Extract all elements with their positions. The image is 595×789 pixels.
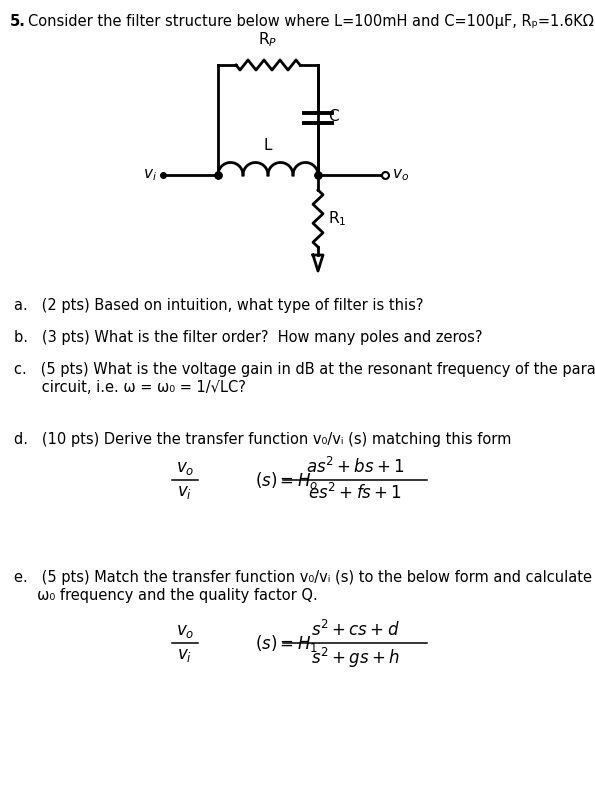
Text: e.   (5 pts) Match the transfer function v₀/vᵢ (s) to the below form and calcula: e. (5 pts) Match the transfer function v…	[14, 570, 595, 585]
Text: C: C	[328, 109, 339, 124]
Text: circuit, i.e. ω = ω₀ = 1/√LC?: circuit, i.e. ω = ω₀ = 1/√LC?	[14, 380, 246, 395]
Text: d.   (10 pts) Derive the transfer function v₀/vᵢ (s) matching this form: d. (10 pts) Derive the transfer function…	[14, 432, 511, 447]
Text: $v_o$: $v_o$	[392, 167, 409, 183]
Text: $v_o$: $v_o$	[176, 459, 194, 477]
Text: $s^2 + cs + d$: $s^2 + cs + d$	[311, 620, 399, 640]
Text: $es^2 + fs + 1$: $es^2 + fs + 1$	[308, 483, 402, 503]
Text: $v_o$: $v_o$	[176, 622, 194, 640]
Text: $as^2 + bs + 1$: $as^2 + bs + 1$	[306, 457, 405, 477]
Text: c.   (5 pts) What is the voltage gain in dB at the resonant frequency of the par: c. (5 pts) What is the voltage gain in d…	[14, 362, 595, 377]
Text: R$_P$: R$_P$	[258, 30, 278, 49]
Text: b.   (3 pts) What is the filter order?  How many poles and zeros?: b. (3 pts) What is the filter order? How…	[14, 330, 483, 345]
Text: 5.: 5.	[10, 14, 26, 29]
Text: $(s) = H_o$: $(s) = H_o$	[255, 469, 318, 491]
Text: a.   (2 pts) Based on intuition, what type of filter is this?: a. (2 pts) Based on intuition, what type…	[14, 298, 424, 313]
Text: $(s) = H_1$: $(s) = H_1$	[255, 633, 318, 653]
Text: Consider the filter structure below where L=100mH and C=100μF, Rₚ=1.6KΩ, and R₁=: Consider the filter structure below wher…	[28, 14, 595, 29]
Text: R$_1$: R$_1$	[328, 209, 346, 228]
Text: L: L	[264, 138, 273, 153]
Text: $v_i$: $v_i$	[177, 483, 193, 501]
Text: $s^2 + gs + h$: $s^2 + gs + h$	[311, 646, 399, 670]
Text: $v_i$: $v_i$	[143, 167, 157, 183]
Text: ω₀ frequency and the quality factor Q.: ω₀ frequency and the quality factor Q.	[14, 588, 318, 603]
Text: $v_i$: $v_i$	[177, 646, 193, 664]
